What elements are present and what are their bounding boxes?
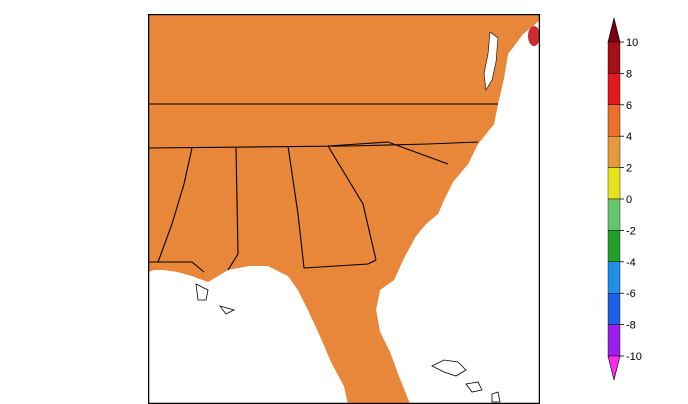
legend-arrow-bottom	[607, 355, 621, 381]
legend-tick-labels: 10 8 6 4 2 0 -2 -4 -6 -8 -10	[620, 37, 642, 363]
legend-bin	[607, 230, 621, 262]
legend-tick-label: 10	[626, 37, 638, 49]
legend-tick-label: 6	[626, 100, 632, 112]
land-area	[148, 14, 540, 404]
florida-keys	[195, 283, 501, 403]
state-borders	[148, 103, 498, 273]
legend-tick-label: -4	[626, 257, 636, 269]
legend-bin	[607, 324, 621, 357]
color-legend: 10 8 6 4 2 0 -2 -4 -6 -8 -10	[607, 17, 642, 381]
legend-tick-label: 4	[626, 131, 632, 143]
legend-bin	[607, 73, 621, 106]
legend-bin	[607, 135, 621, 168]
legend-tick-label: -2	[626, 225, 636, 237]
legend-tick-label: -10	[626, 351, 642, 363]
legend-tick-label: 2	[626, 163, 632, 175]
legend-tick-label: 8	[626, 68, 632, 80]
legend-bin	[607, 41, 621, 74]
temperature-departure-map	[148, 14, 540, 404]
legend-bin	[607, 261, 621, 294]
legend-bin	[607, 198, 621, 231]
legend-bin	[607, 167, 621, 200]
legend-tick-label: -8	[626, 320, 636, 332]
legend-tick-label: -6	[626, 288, 636, 300]
legend-bins	[607, 17, 621, 381]
legend-arrow-top	[607, 17, 621, 43]
legend-tick-label: 0	[626, 194, 632, 206]
legend-bin	[607, 293, 621, 325]
chesapeake-bay	[483, 31, 499, 91]
legend-bin	[607, 104, 621, 137]
